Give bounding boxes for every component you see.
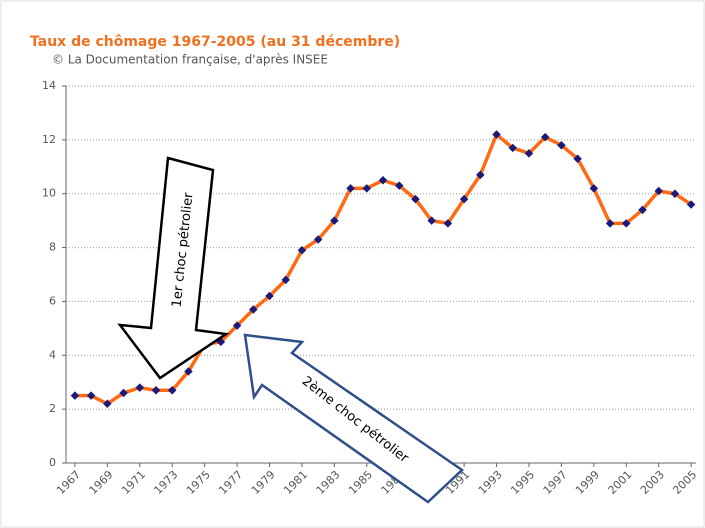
marker <box>297 246 307 255</box>
marker <box>281 275 290 285</box>
y-tick-label: 6 <box>49 294 56 307</box>
marker <box>119 388 128 398</box>
marker <box>492 130 501 139</box>
marker <box>249 305 258 314</box>
marker <box>362 184 372 193</box>
chart-subtitle: © La Documentation française, d'après IN… <box>52 53 328 67</box>
marker <box>167 386 177 395</box>
marker <box>508 143 517 153</box>
marker <box>184 367 193 376</box>
marker <box>476 170 485 180</box>
marker <box>70 391 80 400</box>
chart-title: Taux de chômage 1967-2005 (au 31 décembr… <box>30 34 400 50</box>
marker <box>151 386 161 395</box>
y-tick-label: 4 <box>49 348 56 361</box>
marker <box>411 194 420 204</box>
marker <box>378 176 388 185</box>
marker <box>232 321 242 330</box>
y-tick-label: 0 <box>49 456 56 469</box>
marker <box>395 181 404 190</box>
marker <box>135 383 145 392</box>
y-tick-label: 14 <box>42 79 56 92</box>
arrow <box>117 156 230 380</box>
marker <box>103 399 112 408</box>
marker <box>265 291 274 301</box>
marker <box>346 184 355 193</box>
marker <box>86 391 96 400</box>
y-tick-label: 12 <box>42 133 56 146</box>
y-tick-label: 2 <box>49 402 56 415</box>
y-tick-label: 8 <box>49 241 56 254</box>
marker <box>313 235 323 244</box>
marker <box>330 216 339 225</box>
marker <box>459 194 469 204</box>
arrow <box>243 333 464 504</box>
y-tick-label: 10 <box>42 187 56 200</box>
marker <box>427 216 436 225</box>
marker <box>443 219 453 228</box>
